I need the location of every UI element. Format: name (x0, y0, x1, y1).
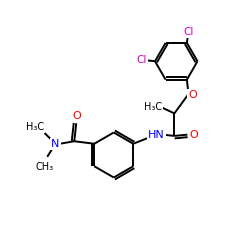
Text: CH₃: CH₃ (35, 162, 53, 172)
Text: O: O (188, 90, 197, 100)
Text: O: O (72, 111, 81, 121)
Text: Cl: Cl (137, 55, 147, 65)
Text: N: N (51, 139, 60, 149)
Text: H₃C: H₃C (26, 122, 44, 132)
Text: Cl: Cl (183, 27, 193, 37)
Text: O: O (189, 130, 198, 140)
Text: HN: HN (148, 130, 165, 140)
Text: H₃C: H₃C (144, 102, 162, 112)
